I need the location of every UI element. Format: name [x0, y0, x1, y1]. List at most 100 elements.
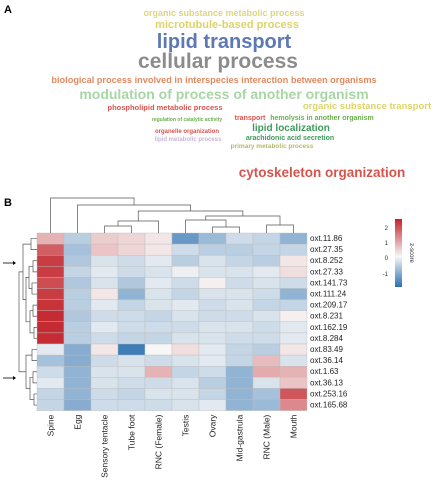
heatmap-cell — [144, 277, 173, 289]
word-lipid-localization: lipid localization — [252, 123, 330, 134]
heatmap-cell — [90, 266, 119, 278]
heatmap-cell — [171, 366, 200, 378]
heatmap-cell — [198, 388, 227, 400]
heatmap-cell — [117, 332, 146, 345]
heatmap-cell — [144, 377, 173, 389]
column-label: Sensory tentacle — [100, 414, 110, 478]
heatmap-cell — [252, 254, 281, 267]
heatmap-cell — [117, 310, 146, 323]
dendrogram-branch — [29, 310, 34, 334]
heatmap-cell — [198, 266, 227, 278]
heatmap-cell — [90, 377, 119, 389]
word-primary-metabolic: primary metabolic process — [231, 143, 314, 150]
cluster-arrow-upper — [3, 261, 16, 265]
heatmap-cell — [198, 232, 227, 245]
heatmap-cell — [36, 243, 65, 256]
heatmap-cell — [171, 288, 200, 300]
heatmap-cell — [225, 377, 254, 389]
heatmap-cell — [63, 310, 92, 323]
dendrogram-branch — [32, 371, 37, 384]
heatmap-cell — [117, 343, 146, 356]
dendrogram-branch — [31, 349, 37, 361]
column-label: Spine — [46, 414, 56, 436]
word-biological-process-interspecies: biological process involved in interspec… — [51, 75, 376, 85]
row-labels: oxt.11.86 oxt.27.35 oxt.8.252 oxt.27.33 oxt.… — [310, 234, 348, 410]
heatmap-cell — [198, 354, 227, 367]
word-lipid-transport: lipid transport — [157, 31, 292, 53]
row-label: oxt.165.68 — [310, 400, 348, 409]
dendrogram-branch — [33, 393, 37, 406]
dendrogram-branch — [29, 376, 34, 400]
colorbar: 2 1 0 -1 z-score — [383, 219, 414, 287]
heatmap-cell — [63, 388, 92, 400]
heatmap-cell — [171, 310, 200, 323]
heatmap-cell — [63, 332, 92, 345]
colorbar-tick-0: 0 — [385, 256, 389, 262]
heatmap-cell — [63, 277, 92, 289]
heatmap-cell — [36, 354, 65, 367]
heatmap-cell — [225, 254, 254, 267]
heatmap-cell — [144, 310, 173, 323]
heatmap-cell — [117, 254, 146, 267]
heatmap-cell — [225, 243, 254, 256]
heatmap-cell — [252, 321, 281, 334]
heatmap-cell — [198, 399, 227, 411]
heatmap-cell — [63, 343, 92, 356]
heatmap-cell — [198, 366, 227, 378]
dendrogram-branch — [50, 197, 135, 233]
heatmap-cell — [225, 288, 254, 300]
word-microtubule-based-process: microtubule-based process — [155, 19, 299, 31]
heatmap-cell — [171, 377, 200, 389]
dendrogram-branch — [22, 243, 31, 300]
heatmap-cell — [90, 321, 119, 334]
row-label: oxt.36.13 — [310, 378, 343, 387]
heatmap-cell — [279, 321, 308, 334]
column-label: RNC (Male) — [262, 414, 272, 459]
heatmap-cell — [90, 254, 119, 267]
dendrogram-branch — [77, 204, 191, 233]
heatmap-cell — [252, 288, 281, 300]
word-transport: transport — [235, 115, 266, 122]
heatmap-cell — [144, 288, 173, 300]
heatmap-cell — [36, 310, 65, 323]
row-label: oxt.1.63 — [310, 367, 339, 376]
dendrogram-branch — [33, 327, 37, 339]
heatmap-cell — [36, 366, 65, 378]
dendrogram-branch — [205, 215, 281, 225]
heatmap-cell — [252, 377, 281, 389]
heatmap-cell — [252, 266, 281, 278]
row-label: oxt.8.231 — [310, 312, 343, 321]
heatmap-cell — [171, 299, 200, 311]
heatmap-cell — [171, 343, 200, 356]
heatmap-cell — [279, 254, 308, 267]
dendrogram-branch — [18, 271, 26, 373]
heatmap-cell — [198, 288, 227, 300]
heatmap-cell — [171, 243, 200, 256]
row-label: oxt.141.73 — [310, 278, 348, 287]
heatmap-cell — [225, 343, 254, 356]
heatmap-cell — [144, 332, 173, 345]
heatmap-cell — [279, 399, 308, 411]
word-hemolysis: hemolysis in another organism — [270, 115, 373, 122]
heatmap-cell — [117, 366, 146, 378]
column-label: RNC (Female) — [154, 414, 164, 469]
heatmap-cell — [117, 377, 146, 389]
heatmap-cell — [225, 232, 254, 245]
heatmap — [36, 232, 308, 411]
column-label: Mouth — [289, 414, 299, 438]
heatmap-cell — [63, 377, 92, 389]
dendrogram-branch — [212, 226, 240, 233]
word-organelle-organization: organelle organization — [155, 129, 219, 135]
heatmap-cell — [252, 243, 281, 256]
word-regulation-catalytic: regulation of catalytic activity — [152, 117, 223, 123]
column-label: Egg — [73, 414, 83, 429]
colorbar-tick-1: 1 — [385, 241, 389, 247]
cluster-arrow-lower — [3, 376, 16, 380]
heatmap-cell — [90, 366, 119, 378]
dendrogram-branch — [117, 220, 159, 233]
column-dendrogram — [50, 197, 294, 233]
heatmap-cell — [279, 366, 308, 378]
heatmap-cell — [144, 232, 173, 245]
heatmap-cell — [90, 388, 119, 400]
heatmap-cell — [279, 332, 308, 345]
